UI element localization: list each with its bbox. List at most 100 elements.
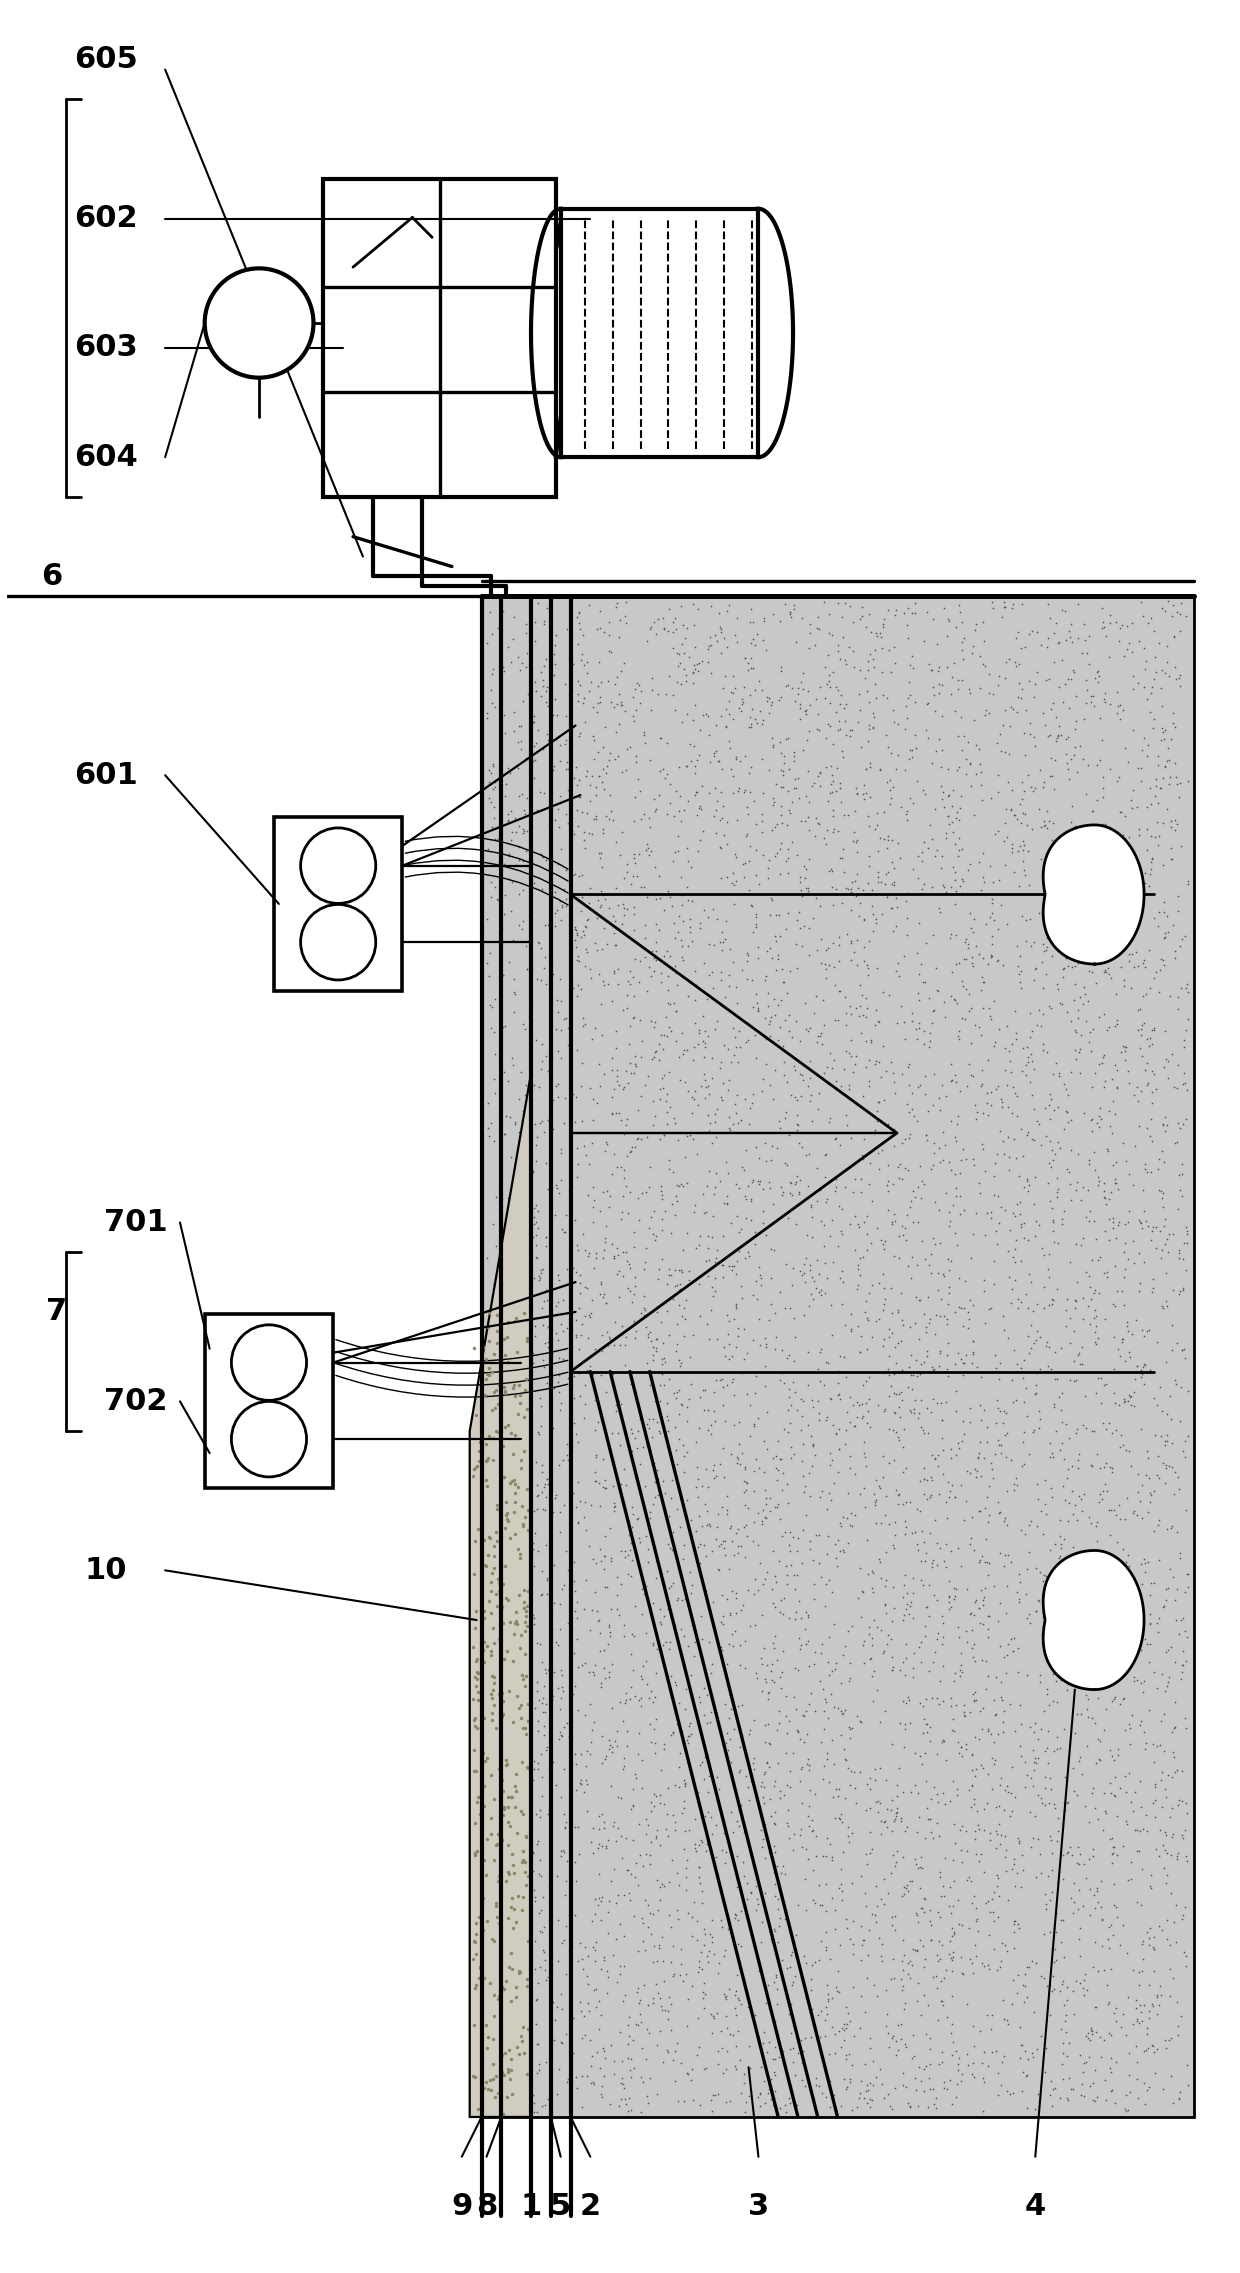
Point: [1110, 609, 1130, 646]
Point: [477, 1357, 497, 1393]
Point: [1154, 948, 1174, 984]
Point: [939, 1580, 959, 1616]
Point: [536, 1655, 556, 1691]
Point: [713, 1530, 733, 1566]
Point: [879, 1312, 899, 1348]
Point: [758, 1646, 777, 1682]
Point: [823, 725, 843, 761]
Point: [1076, 661, 1096, 698]
Point: [897, 1684, 916, 1721]
Point: [1154, 921, 1174, 957]
Point: [789, 780, 808, 816]
Point: [1097, 1259, 1117, 1296]
Point: [799, 1687, 818, 1723]
Point: [583, 1125, 603, 1162]
Point: [570, 1984, 590, 2021]
Point: [527, 1241, 547, 1277]
Point: [867, 950, 887, 986]
Point: [676, 1957, 696, 1993]
Point: [1037, 630, 1056, 666]
Point: [585, 1412, 605, 1448]
Point: [1063, 1546, 1083, 1582]
Point: [919, 2059, 939, 2096]
Point: [859, 1041, 879, 1077]
Point: [975, 964, 994, 1000]
Point: [1081, 677, 1101, 714]
Point: [606, 659, 626, 696]
Point: [959, 1046, 978, 1082]
Point: [919, 1800, 939, 1837]
Point: [667, 1373, 687, 1409]
Point: [672, 941, 692, 977]
Point: [512, 775, 532, 811]
Point: [756, 957, 776, 993]
Point: [1110, 1768, 1130, 1805]
Point: [957, 930, 977, 966]
Point: [671, 777, 691, 814]
Point: [528, 1714, 548, 1750]
Point: [476, 1239, 496, 1275]
Point: [498, 1305, 518, 1341]
Point: [884, 1591, 904, 1627]
Point: [517, 1962, 537, 1998]
Point: [878, 1616, 898, 1652]
Point: [573, 2089, 593, 2125]
Point: [1076, 1971, 1096, 2007]
Point: [847, 823, 867, 859]
Point: [658, 1052, 678, 1089]
Point: [646, 1777, 666, 1814]
Point: [706, 1839, 725, 1875]
Point: [626, 743, 646, 780]
Point: [820, 657, 839, 693]
Point: [505, 1789, 525, 1825]
Point: [494, 1009, 513, 1046]
Point: [1141, 1484, 1161, 1521]
Point: [1118, 1862, 1138, 1898]
Point: [541, 1184, 560, 1221]
Point: [745, 1607, 765, 1643]
Point: [495, 2050, 515, 2087]
Point: [910, 1684, 930, 1721]
Point: [720, 2016, 740, 2053]
Point: [826, 1912, 846, 1948]
Point: [498, 1950, 518, 1987]
Point: [888, 736, 908, 773]
Point: [847, 1271, 867, 1307]
Point: [776, 668, 796, 705]
Point: [631, 1680, 651, 1716]
Point: [1087, 1871, 1107, 1907]
Point: [1029, 1584, 1049, 1621]
Point: [1121, 1377, 1141, 1414]
Point: [542, 1334, 562, 1371]
Point: [742, 1164, 761, 1200]
Point: [998, 1152, 1018, 1189]
Point: [620, 1134, 640, 1171]
Point: [1017, 1164, 1037, 1200]
Point: [841, 1450, 861, 1487]
Point: [687, 646, 707, 682]
Point: [804, 900, 823, 936]
Point: [531, 1389, 551, 1425]
Point: [903, 1516, 923, 1552]
Point: [626, 691, 646, 727]
Point: [653, 1339, 673, 1375]
Point: [923, 2071, 942, 2107]
Point: [963, 1323, 983, 1359]
Point: [805, 1580, 825, 1616]
Point: [914, 1462, 934, 1498]
Point: [791, 1382, 811, 1418]
Point: [649, 1891, 668, 1928]
Point: [909, 1168, 929, 1205]
Point: [697, 1832, 717, 1868]
Point: [606, 1591, 626, 1627]
Point: [1018, 1318, 1038, 1355]
Point: [626, 1048, 646, 1084]
Point: [1145, 1055, 1164, 1091]
Point: [1145, 959, 1164, 996]
Point: [1090, 902, 1110, 939]
Point: [746, 1264, 766, 1300]
Point: [930, 1664, 950, 1700]
Point: [737, 789, 756, 825]
Point: [567, 1416, 587, 1452]
Point: [626, 739, 646, 775]
